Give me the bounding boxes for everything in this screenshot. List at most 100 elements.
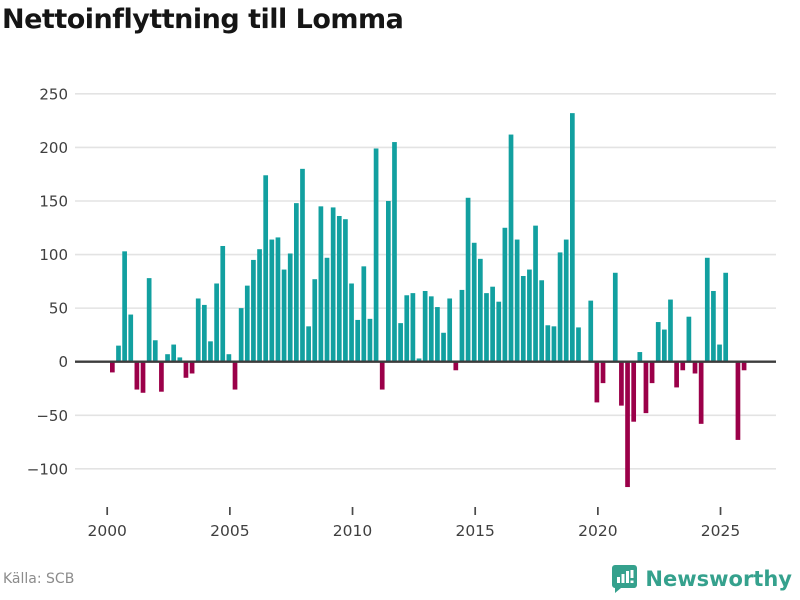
bar xyxy=(625,361,630,488)
bar xyxy=(594,361,600,403)
newsworthy-brand: Newsworthy xyxy=(611,564,792,593)
y-axis-label: 100 xyxy=(39,246,68,264)
chart-canvas: 250 200 150 100 50 0 −50 −100 2000 2005 2010 2015 20… xyxy=(27,85,776,540)
newsworthy-wordmark: Newsworthy xyxy=(645,566,792,591)
bar xyxy=(545,325,551,362)
bar xyxy=(263,175,269,362)
bar xyxy=(637,352,643,362)
bar xyxy=(392,142,397,362)
bar xyxy=(686,316,692,362)
bar xyxy=(453,361,459,371)
bar xyxy=(232,361,238,390)
bar xyxy=(257,249,262,362)
bar xyxy=(520,275,526,362)
bar xyxy=(711,290,716,362)
bar-chart: 250 200 150 100 50 0 −50 −100 2000 2005 2010 2015 20… xyxy=(0,48,800,548)
bar xyxy=(557,252,563,362)
bar xyxy=(514,239,520,362)
bar xyxy=(355,319,361,362)
bar xyxy=(569,113,575,362)
bar xyxy=(251,259,256,362)
bar xyxy=(146,278,152,362)
bar xyxy=(410,293,416,362)
bar xyxy=(490,286,495,362)
x-axis-label: 2025 xyxy=(701,522,740,540)
bar xyxy=(128,314,134,362)
bar xyxy=(201,304,207,362)
bar xyxy=(735,361,741,440)
bar xyxy=(527,269,532,362)
bar xyxy=(140,361,146,393)
bar xyxy=(275,237,281,362)
bar xyxy=(551,326,557,362)
bar xyxy=(422,290,428,362)
bar xyxy=(661,329,667,362)
bar xyxy=(600,361,606,384)
bar xyxy=(385,200,391,362)
bar xyxy=(674,361,679,388)
bar xyxy=(416,358,422,362)
bar xyxy=(668,299,673,362)
bar xyxy=(159,361,164,392)
bar xyxy=(183,361,189,378)
bar xyxy=(312,279,318,362)
bar xyxy=(692,361,698,374)
bar xyxy=(195,298,201,362)
source-label: Källa: SCB xyxy=(3,571,75,587)
bar xyxy=(300,168,305,362)
bar xyxy=(214,283,219,362)
bar xyxy=(293,203,299,362)
bar xyxy=(459,289,465,362)
bar xyxy=(122,251,127,362)
bar xyxy=(404,295,410,362)
bar xyxy=(471,242,477,362)
bar xyxy=(379,361,385,390)
bar xyxy=(134,361,140,390)
bar xyxy=(171,344,177,362)
x-axis-label: 2010 xyxy=(333,522,372,540)
bar xyxy=(116,345,121,362)
y-axis-label: 200 xyxy=(39,139,68,157)
bar xyxy=(269,239,275,362)
bar xyxy=(631,361,637,422)
page-title: Nettoinflyttning till Lomma xyxy=(2,4,404,35)
bar xyxy=(373,148,379,362)
bar xyxy=(502,227,508,362)
y-axis-label: −100 xyxy=(27,460,68,478)
y-axis-label: 50 xyxy=(49,300,68,318)
bar xyxy=(152,340,158,362)
bar xyxy=(336,215,342,362)
bar xyxy=(717,344,722,362)
bar xyxy=(612,272,618,362)
bar xyxy=(723,272,729,362)
bar xyxy=(306,326,311,362)
bar xyxy=(588,300,594,362)
bar xyxy=(477,258,483,362)
bar xyxy=(324,257,330,362)
bar xyxy=(496,301,502,362)
bar xyxy=(539,280,545,362)
y-axis-label: 250 xyxy=(39,85,68,103)
bar xyxy=(177,357,183,362)
bar xyxy=(238,308,244,362)
x-axis-label: 2000 xyxy=(87,522,126,540)
bar xyxy=(220,245,226,362)
bar xyxy=(643,361,649,414)
bar xyxy=(330,207,336,362)
bar xyxy=(563,239,569,362)
bar xyxy=(484,293,489,362)
bar xyxy=(704,257,710,362)
bar xyxy=(698,361,704,424)
bar xyxy=(189,361,195,374)
bar xyxy=(349,283,354,362)
x-axis-label: 2020 xyxy=(578,522,617,540)
x-axis-label: 2005 xyxy=(210,522,249,540)
bar xyxy=(649,361,655,384)
bar xyxy=(287,253,293,362)
bar xyxy=(165,354,170,362)
bar xyxy=(576,327,581,362)
bar xyxy=(343,219,348,362)
bar xyxy=(533,225,538,362)
bar xyxy=(244,285,250,362)
bar xyxy=(680,361,686,371)
